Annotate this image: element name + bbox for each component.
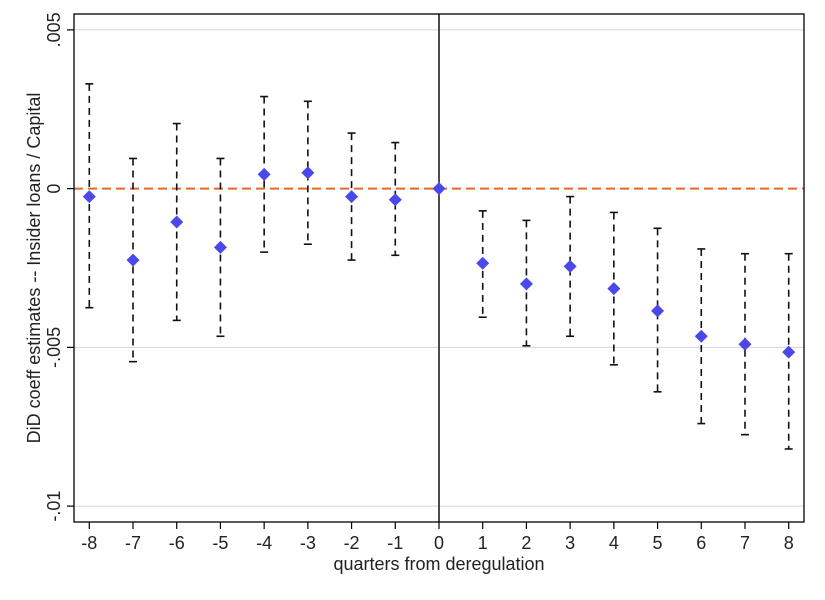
x-tick-label: -4 [256,533,272,553]
x-tick-label: 8 [784,533,794,553]
x-tick-label: -7 [125,533,141,553]
x-tick-label: 7 [740,533,750,553]
data-point-marker [301,166,315,180]
data-point-marker [607,282,621,296]
data-point-marker [519,277,533,291]
data-point-marker [126,253,140,267]
data-point-marker [257,167,271,181]
data-point-marker [476,256,490,270]
x-tick-label: 4 [609,533,619,553]
x-axis-title: quarters from deregulation [333,554,544,574]
y-tick-label: .005 [44,12,64,47]
data-point-marker [694,329,708,343]
data-point-marker [782,345,796,359]
x-tick-label: -1 [387,533,403,553]
x-tick-label: 3 [565,533,575,553]
x-tick-label: 0 [434,533,444,553]
x-tick-label: -6 [169,533,185,553]
data-point-marker [82,190,96,204]
x-tick-label: 5 [653,533,663,553]
x-tick-label: -5 [212,533,228,553]
y-axis-title: DiD coeff estimates -- Insider loans / C… [24,93,44,444]
data-point-marker [213,240,227,254]
x-tick-label: 6 [696,533,706,553]
x-tick-label: 1 [478,533,488,553]
x-tick-label: -3 [300,533,316,553]
data-point-marker [651,304,665,318]
data-point-marker [170,215,184,229]
data-point-marker [432,182,446,196]
data-point-marker [345,190,359,204]
x-tick-label: -2 [344,533,360,553]
y-tick-label: -.005 [44,327,64,368]
data-point-marker [388,193,402,207]
data-point-marker [738,337,752,351]
x-tick-label: -8 [81,533,97,553]
x-tick-label: 2 [521,533,531,553]
y-tick-label: -.01 [44,491,64,522]
y-tick-label: 0 [44,184,64,194]
data-point-marker [563,259,577,273]
